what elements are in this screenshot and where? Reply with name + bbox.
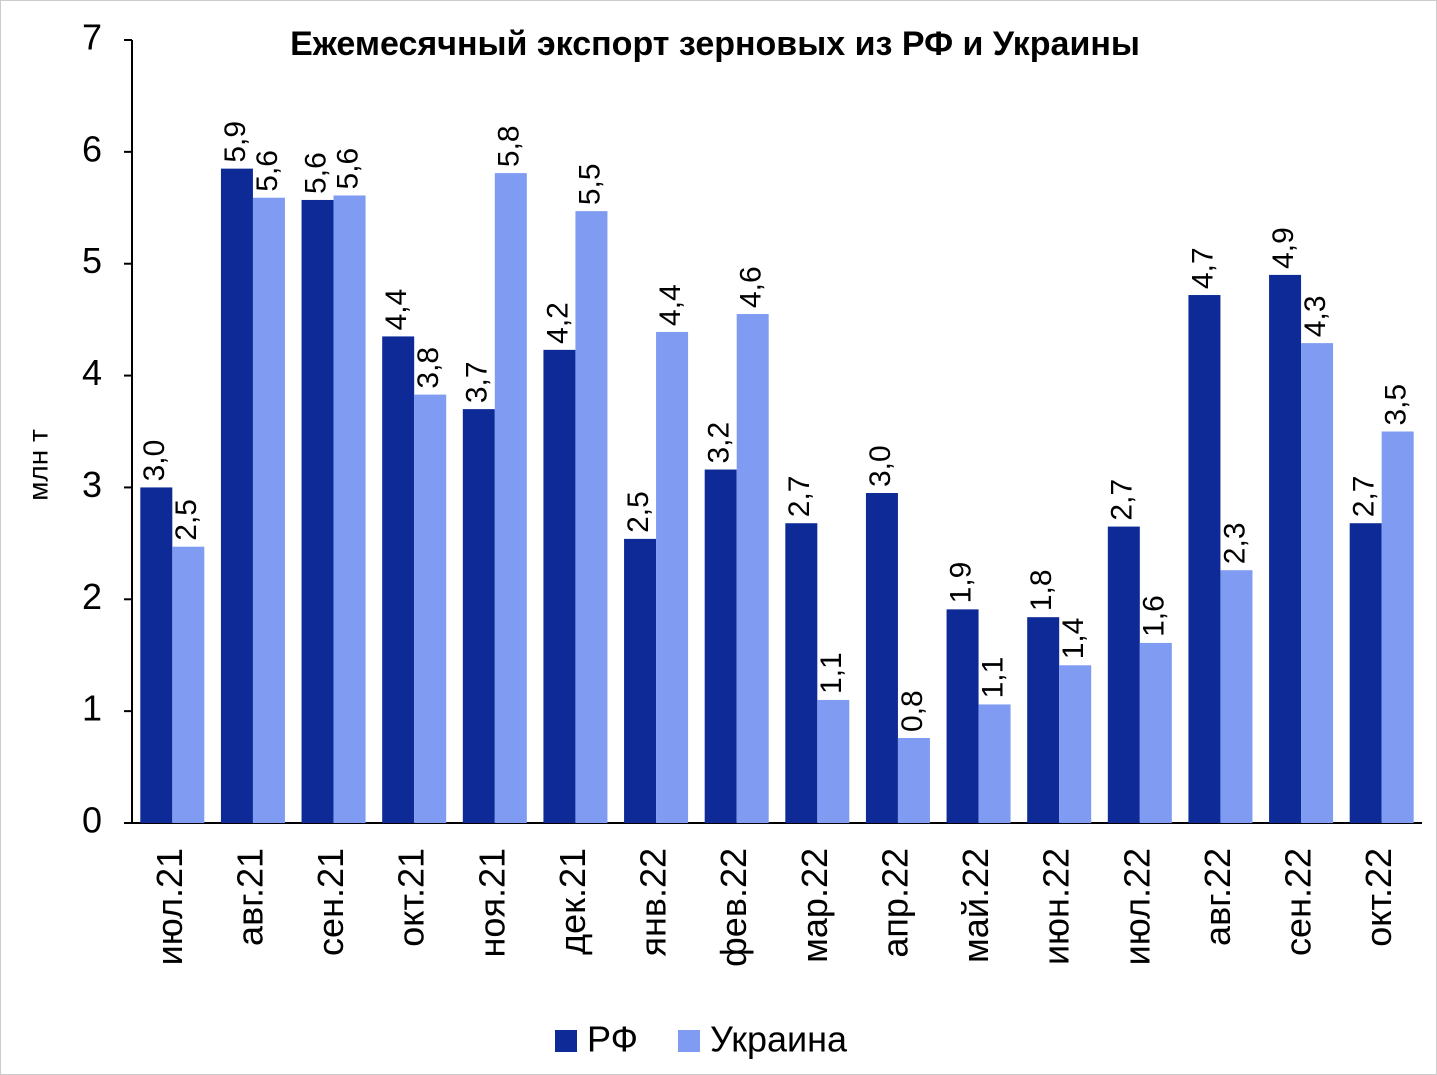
bar <box>462 409 495 823</box>
value-label: 4,4 <box>380 289 413 331</box>
bar <box>897 737 930 823</box>
bar <box>817 699 850 823</box>
value-label: 4,4 <box>654 284 687 326</box>
bar <box>946 609 979 823</box>
value-label: 1,9 <box>944 562 977 604</box>
value-label: 5,8 <box>493 125 526 167</box>
bar <box>704 469 737 823</box>
value-label: 3,2 <box>703 422 736 464</box>
bar <box>1301 343 1334 823</box>
bar <box>543 349 576 823</box>
legend-swatch <box>555 1030 577 1052</box>
value-label: 2,7 <box>1348 476 1381 518</box>
y-tick-label: 2 <box>82 576 102 617</box>
bar <box>414 394 447 823</box>
bar <box>1107 526 1140 823</box>
legend-label: РФ <box>587 1019 638 1060</box>
value-label: 4,2 <box>541 302 574 344</box>
x-tick-label: дек.21 <box>552 848 593 955</box>
bar <box>865 493 898 823</box>
x-tick-label: сен.22 <box>1278 848 1319 956</box>
bar <box>333 195 366 823</box>
value-label: 0,8 <box>896 690 929 732</box>
bar <box>656 331 689 823</box>
bar <box>301 199 334 824</box>
value-label: 3,7 <box>461 361 494 403</box>
value-label: 2,7 <box>783 476 816 518</box>
x-tick-label: июл.21 <box>149 848 190 965</box>
value-label: 5,6 <box>251 150 284 192</box>
bar <box>382 336 415 823</box>
legend-swatch <box>677 1030 700 1052</box>
bar <box>1139 642 1172 823</box>
value-label: 4,3 <box>1299 295 1332 337</box>
value-label: 1,1 <box>976 657 1009 699</box>
x-tick-label: окт.21 <box>391 848 432 947</box>
bar <box>785 523 818 823</box>
x-tick-label: авг.21 <box>229 848 270 946</box>
bar <box>1188 295 1221 823</box>
x-tick-label: ноя.21 <box>471 848 512 957</box>
value-label: 2,3 <box>1218 522 1251 564</box>
value-label: 3,8 <box>412 347 445 389</box>
bar <box>624 538 657 823</box>
bar <box>140 487 173 823</box>
value-label: 2,5 <box>170 499 203 541</box>
x-tick-label: июн.22 <box>1036 848 1077 965</box>
bar <box>575 211 608 824</box>
bar <box>1059 665 1092 823</box>
bar <box>978 704 1011 823</box>
bar <box>1269 274 1302 823</box>
x-tick-label: сен.21 <box>310 848 351 956</box>
y-tick-label: 1 <box>82 688 102 729</box>
value-label: 3,5 <box>1380 384 1413 426</box>
x-tick-label: янв.22 <box>633 848 674 957</box>
x-tick-label: фев.22 <box>713 848 754 967</box>
y-tick-label: 3 <box>82 464 102 505</box>
x-tick-label: окт.22 <box>1358 848 1399 947</box>
bar <box>1381 431 1414 823</box>
value-label: 5,5 <box>573 163 606 205</box>
value-label: 4,6 <box>735 266 768 308</box>
value-label: 4,7 <box>1186 247 1219 289</box>
value-label: 3,0 <box>138 440 171 482</box>
y-tick-label: 7 <box>82 17 102 58</box>
x-tick-label: авг.22 <box>1197 848 1238 946</box>
value-label: 3,0 <box>864 445 897 487</box>
y-tick-label: 4 <box>82 352 102 393</box>
bar <box>1349 523 1382 823</box>
bar <box>252 197 285 823</box>
bar <box>494 173 527 824</box>
value-label: 5,6 <box>331 148 364 190</box>
bar <box>1220 570 1253 823</box>
value-label: 1,6 <box>1138 595 1171 637</box>
value-label: 2,5 <box>622 491 655 533</box>
x-tick-label: июл.22 <box>1116 848 1157 965</box>
value-label: 1,8 <box>1025 569 1058 611</box>
legend-label: Украина <box>710 1019 848 1060</box>
value-label: 4,9 <box>1267 227 1300 269</box>
bar <box>172 546 205 823</box>
bar <box>1027 617 1060 823</box>
x-tick-label: апр.22 <box>874 848 915 958</box>
value-label: 1,4 <box>1057 618 1090 660</box>
bar <box>736 314 769 823</box>
y-axis-label: млн т <box>22 429 53 501</box>
x-tick-label: мар.22 <box>794 848 835 963</box>
value-label: 1,1 <box>815 652 848 694</box>
bar <box>220 168 253 823</box>
y-tick-label: 6 <box>82 128 102 169</box>
value-label: 2,7 <box>1106 479 1139 521</box>
chart-title: Ежемесячный экспорт зерновых из РФ и Укр… <box>290 25 1140 63</box>
x-tick-label: май.22 <box>955 848 996 963</box>
value-label: 5,9 <box>219 121 252 163</box>
y-tick-label: 5 <box>82 240 102 281</box>
y-tick-label: 0 <box>82 800 102 841</box>
value-label: 5,6 <box>299 152 332 194</box>
